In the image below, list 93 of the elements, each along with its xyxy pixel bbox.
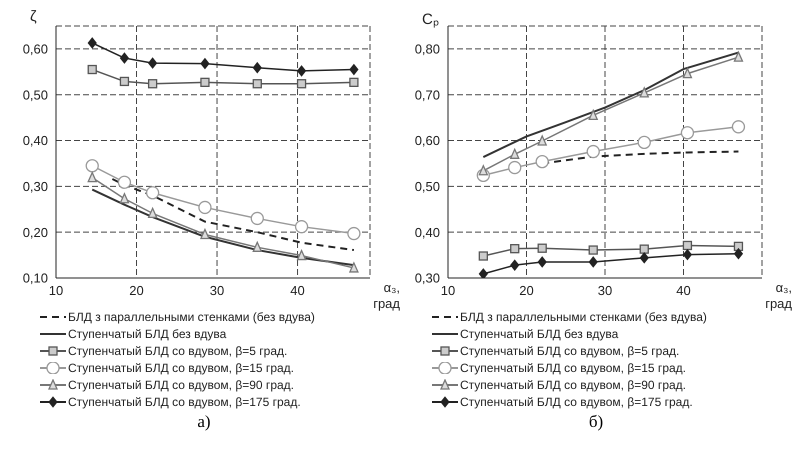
y-tick-label: 0,40 bbox=[22, 133, 48, 148]
legend-label: Ступенчатый БЛД без вдува bbox=[68, 326, 226, 340]
legend-label: БЛД з параллельными стенками (без вдува) bbox=[460, 310, 707, 324]
point bbox=[682, 240, 692, 250]
point bbox=[510, 148, 520, 159]
y-tick-label: 0,20 bbox=[22, 224, 48, 240]
point bbox=[538, 244, 547, 253]
point bbox=[252, 79, 262, 88]
point bbox=[297, 65, 306, 76]
point bbox=[120, 52, 129, 64]
text: а) bbox=[196, 412, 212, 432]
point bbox=[732, 120, 746, 134]
point bbox=[588, 256, 598, 268]
point bbox=[294, 220, 308, 234]
point bbox=[347, 226, 361, 240]
y-tick-label: 0,30 bbox=[22, 178, 48, 194]
point bbox=[296, 250, 306, 260]
point bbox=[349, 78, 359, 88]
y-tick-label: 0,80 bbox=[414, 42, 440, 57]
legend-label: Ступенчатый БЛД со вдувом, β=15 град. bbox=[460, 360, 686, 374]
point bbox=[200, 58, 210, 70]
y-tick-label: 0,70 bbox=[414, 87, 440, 102]
legend-label: Ступенчатый БЛД со вдувом, β=90 град. bbox=[460, 378, 686, 392]
y-tick-label: 0,40 bbox=[414, 224, 440, 240]
x-axis-title: α₃, град bbox=[372, 280, 400, 312]
point bbox=[586, 144, 600, 158]
point bbox=[510, 244, 520, 254]
text: б) bbox=[588, 412, 604, 432]
point bbox=[148, 208, 158, 218]
x-tick-label: 30 bbox=[210, 283, 224, 298]
point bbox=[198, 200, 212, 214]
legend-label: Ступенчатый БЛД со вдувом, β=15 град. bbox=[68, 360, 294, 374]
point bbox=[640, 87, 649, 98]
y-tick-label: 0,50 bbox=[414, 178, 440, 194]
point bbox=[120, 76, 130, 86]
point bbox=[148, 79, 158, 88]
point bbox=[588, 245, 598, 255]
point bbox=[349, 64, 358, 76]
x-tick-label: 30 bbox=[598, 283, 612, 298]
point bbox=[510, 260, 520, 271]
point bbox=[296, 79, 306, 88]
point bbox=[86, 159, 99, 172]
point bbox=[682, 249, 692, 260]
point bbox=[478, 165, 488, 176]
y-axis-title: Cₚ bbox=[422, 10, 439, 28]
y-tick-label: 0,10 bbox=[22, 270, 48, 286]
point bbox=[120, 193, 130, 204]
point bbox=[508, 160, 522, 174]
point bbox=[200, 78, 210, 88]
point bbox=[252, 242, 262, 252]
point bbox=[88, 172, 97, 182]
x-tick-label: 10 bbox=[440, 283, 456, 298]
legend-label: БЛД з параллельными стенками (без вдува) bbox=[68, 310, 315, 324]
point bbox=[588, 110, 598, 120]
point bbox=[118, 176, 132, 189]
point bbox=[734, 248, 743, 260]
point bbox=[734, 52, 744, 62]
y-tick-label: 0,50 bbox=[22, 87, 48, 102]
x-tick-label: 20 bbox=[519, 283, 534, 298]
point bbox=[734, 242, 744, 252]
point bbox=[88, 64, 97, 74]
point bbox=[682, 68, 692, 78]
point bbox=[349, 262, 359, 273]
point bbox=[88, 37, 97, 48]
legend-label: Ступенчатый БЛД со вдувом, β=90 град. bbox=[68, 378, 294, 392]
legend-label: Ступенчатый БЛД со вдувом, β=175 град. bbox=[68, 394, 301, 408]
point bbox=[536, 154, 549, 168]
y-tick-label: 0,30 bbox=[414, 270, 440, 286]
x-axis-title: α₃, град bbox=[764, 280, 792, 312]
point bbox=[680, 126, 694, 140]
point bbox=[638, 136, 651, 150]
point bbox=[200, 228, 210, 240]
point bbox=[538, 256, 547, 268]
point bbox=[148, 58, 158, 69]
point bbox=[146, 186, 160, 200]
x-tick-label: 20 bbox=[129, 283, 144, 298]
point bbox=[538, 135, 547, 146]
point bbox=[250, 212, 264, 226]
y-tick-label: 0,60 bbox=[22, 42, 48, 57]
point bbox=[478, 251, 488, 261]
x-tick-label: 10 bbox=[48, 283, 64, 298]
y-axis-title: ζ bbox=[30, 8, 37, 25]
legend-label: Ступенчатый БЛД со вдувом, β=5 град. bbox=[68, 344, 288, 358]
x-tick-label: 40 bbox=[676, 283, 691, 298]
legend-label: Ступенчатый БЛД со вдувом, β=175 град. bbox=[460, 394, 693, 408]
legend-label: Ступенчатый БЛД без вдува bbox=[460, 326, 618, 340]
point bbox=[478, 268, 488, 278]
point bbox=[640, 244, 649, 254]
legend-label: Ступенчатый БЛД со вдувом, β=5 град. bbox=[460, 344, 680, 358]
point bbox=[252, 62, 262, 74]
y-tick-label: 0,60 bbox=[414, 133, 440, 148]
x-tick-label: 40 bbox=[290, 283, 305, 298]
point bbox=[640, 252, 649, 264]
